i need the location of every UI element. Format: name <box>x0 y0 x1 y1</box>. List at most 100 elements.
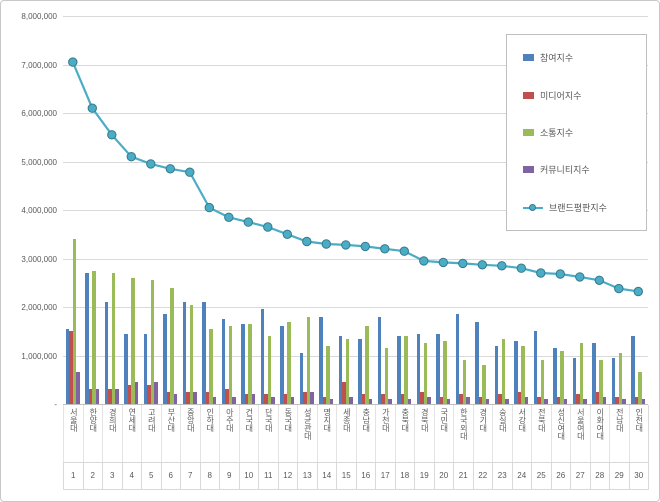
bar-communication-index <box>131 277 135 404</box>
y-tick-label: 7,000,000 <box>21 60 57 70</box>
line-marker-brand-reputation-index <box>555 269 565 279</box>
x-category-number: 22 <box>472 462 493 489</box>
x-category-label: 인하대 <box>199 405 220 462</box>
bar-communication-index <box>248 323 252 404</box>
bar-community-index <box>232 396 236 404</box>
bar-media-index <box>69 331 73 404</box>
x-category-label: 세종대 <box>336 405 356 462</box>
x-category-label: 서강대 <box>511 405 532 462</box>
x-category-number: 19 <box>414 462 434 489</box>
bar-participation-index <box>592 343 596 404</box>
bar-communication-index <box>170 287 174 404</box>
bar-media-index <box>381 394 385 404</box>
x-category-label: 경희대 <box>102 405 122 462</box>
x-category-label: 서울대 <box>63 405 83 462</box>
x-category-label-text: 한양대 <box>88 408 98 432</box>
legend-label: 소통지수 <box>540 127 574 138</box>
bar-communication-index <box>540 360 545 404</box>
x-axis-line <box>63 404 648 405</box>
bar-communication-index <box>306 316 311 404</box>
line-marker-brand-reputation-index <box>360 241 370 252</box>
x-category-label-text: 연세대 <box>127 408 137 432</box>
bar-media-index <box>205 391 210 404</box>
x-category-label: 아주대 <box>219 405 239 462</box>
x-category-label-text: 경희대 <box>108 408 118 432</box>
legend-item-communication-index: 소통지수 <box>523 126 642 139</box>
bar-community-index <box>154 382 158 404</box>
line-marker-brand-reputation-index <box>185 167 195 177</box>
x-category-label-text: 숭실대 <box>498 408 508 432</box>
x-category-label: 연세대 <box>121 405 142 462</box>
bar-media-index <box>166 391 171 404</box>
bar-community-index <box>115 389 119 404</box>
x-category-label-text: 한국외대 <box>459 408 469 440</box>
x-category-label-text: 경기대 <box>478 408 488 432</box>
bar-communication-index <box>482 365 486 404</box>
x-category-number: 20 <box>433 462 454 489</box>
x-category-number: 29 <box>609 462 629 489</box>
line-marker-brand-reputation-index <box>614 283 624 294</box>
x-category-label: 한국외대 <box>453 405 473 462</box>
line-marker-brand-reputation-index <box>497 261 507 271</box>
legend-item-community-index: 커뮤니티지수 <box>523 163 642 176</box>
line-marker-brand-reputation-index <box>633 286 643 297</box>
bar-community-index <box>95 389 100 404</box>
bar-media-index <box>342 382 346 404</box>
x-category-label-text: 단국대 <box>264 408 274 432</box>
x-category-number: 23 <box>492 462 512 489</box>
x-category-label-text: 전북대 <box>537 408 547 432</box>
bar-participation-index <box>85 273 89 404</box>
line-marker-brand-reputation-index <box>399 246 409 256</box>
x-category-label-text: 서울대 <box>69 408 79 432</box>
x-category-number: 9 <box>219 462 239 489</box>
x-category-number: 17 <box>375 462 395 489</box>
x-category-label-text: 서울여대 <box>576 408 586 440</box>
x-category-number: 16 <box>355 462 376 489</box>
bar-media-index <box>303 391 307 404</box>
x-category-number: 14 <box>316 462 337 489</box>
x-category-number: 21 <box>453 462 473 489</box>
legend-item-brand-reputation-index: 브랜드평판지수 <box>523 201 642 214</box>
x-category-label-text: 인하대 <box>205 408 215 432</box>
x-category-number: 5 <box>141 462 161 489</box>
bar-media-index <box>634 396 639 404</box>
x-category-number: 27 <box>570 462 590 489</box>
gridline <box>63 258 648 260</box>
line-marker-brand-reputation-index <box>594 275 604 285</box>
bar-community-index <box>466 396 470 404</box>
x-category-label-text: 성신여대 <box>556 408 566 440</box>
bar-media-index <box>283 394 288 404</box>
bar-communication-index <box>189 304 194 404</box>
legend-swatch-communication-index <box>523 128 534 136</box>
x-category-label-text: 전남대 <box>615 408 625 432</box>
x-category-label: 충북대 <box>394 405 415 462</box>
x-category-label: 명지대 <box>316 405 337 462</box>
bar-media-index <box>264 394 268 404</box>
bar-participation-index <box>533 331 538 404</box>
x-category-label-text: 아주대 <box>225 408 235 432</box>
bar-community-index <box>485 399 490 404</box>
bar-participation-index <box>494 345 499 404</box>
legend: 참여지수 미디어지수 소통지수 커뮤니티지수 브랜드평판지수 <box>506 34 647 231</box>
bar-communication-index <box>92 270 96 404</box>
bar-media-index <box>498 394 502 404</box>
legend-label: 브랜드평판지수 <box>549 202 607 213</box>
x-category-label: 서울여대 <box>570 405 590 462</box>
legend-item-participation-index: 참여지수 <box>523 51 642 64</box>
bar-participation-index <box>416 333 421 404</box>
line-marker-brand-reputation-index <box>165 164 176 174</box>
x-category-label-text: 명지대 <box>322 408 332 432</box>
bar-community-index <box>544 399 548 404</box>
x-category-number: 18 <box>394 462 415 489</box>
bar-community-index <box>349 396 353 404</box>
line-marker-brand-reputation-index <box>87 103 98 113</box>
bar-communication-index <box>111 273 116 404</box>
bar-participation-index <box>611 357 616 404</box>
bar-communication-index <box>560 350 564 404</box>
line-marker-brand-reputation-index <box>575 272 585 282</box>
bar-media-index <box>225 389 229 404</box>
x-category-label: 전북대 <box>531 405 551 462</box>
bar-community-index <box>76 372 80 404</box>
bar-media-index <box>400 394 405 404</box>
x-category-label: 한양대 <box>82 405 103 462</box>
